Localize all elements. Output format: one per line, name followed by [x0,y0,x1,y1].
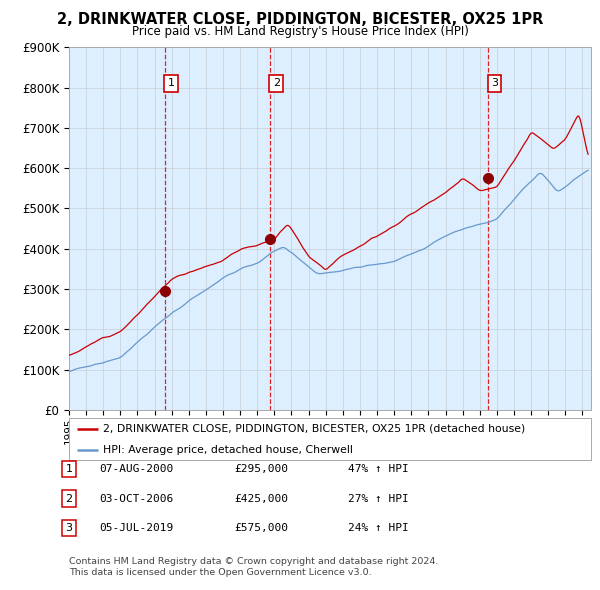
Text: 3: 3 [65,523,73,533]
Text: 1: 1 [167,78,175,88]
Text: 07-AUG-2000: 07-AUG-2000 [99,464,173,474]
Text: Contains HM Land Registry data © Crown copyright and database right 2024.: Contains HM Land Registry data © Crown c… [69,558,439,566]
Text: HPI: Average price, detached house, Cherwell: HPI: Average price, detached house, Cher… [103,445,353,455]
Text: 27% ↑ HPI: 27% ↑ HPI [348,494,409,503]
Text: £295,000: £295,000 [234,464,288,474]
Text: £425,000: £425,000 [234,494,288,503]
Text: This data is licensed under the Open Government Licence v3.0.: This data is licensed under the Open Gov… [69,568,371,577]
Text: 2: 2 [65,494,73,503]
Text: Price paid vs. HM Land Registry's House Price Index (HPI): Price paid vs. HM Land Registry's House … [131,25,469,38]
Text: £575,000: £575,000 [234,523,288,533]
Text: 3: 3 [491,78,498,88]
Text: 2, DRINKWATER CLOSE, PIDDINGTON, BICESTER, OX25 1PR: 2, DRINKWATER CLOSE, PIDDINGTON, BICESTE… [57,12,543,27]
Text: 03-OCT-2006: 03-OCT-2006 [99,494,173,503]
Text: 1: 1 [65,464,73,474]
Text: 2, DRINKWATER CLOSE, PIDDINGTON, BICESTER, OX25 1PR (detached house): 2, DRINKWATER CLOSE, PIDDINGTON, BICESTE… [103,424,525,434]
Text: 47% ↑ HPI: 47% ↑ HPI [348,464,409,474]
Text: 2: 2 [272,78,280,88]
Text: 05-JUL-2019: 05-JUL-2019 [99,523,173,533]
Text: 24% ↑ HPI: 24% ↑ HPI [348,523,409,533]
